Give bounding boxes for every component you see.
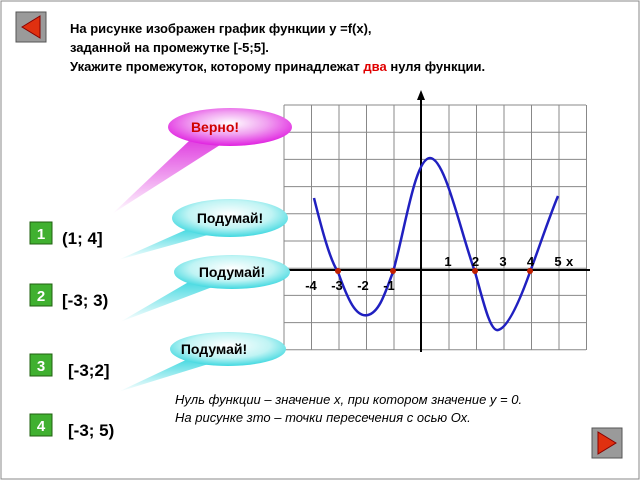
next-button[interactable]: [591, 427, 623, 459]
x-axis-name: x: [566, 254, 574, 269]
option-text: (1; 4]: [62, 229, 103, 248]
x-tick-label: -4: [305, 278, 317, 293]
feedback-bubble: [170, 332, 286, 366]
option-number: 3: [37, 358, 45, 375]
answer-option[interactable]: 4 [-3; 5): [29, 413, 114, 440]
feedback-text: Подумай!: [181, 341, 247, 357]
answer-option[interactable]: 3 [-3;2]: [29, 353, 110, 380]
option-text: [-3; 3): [62, 291, 108, 310]
option-number: 1: [37, 226, 45, 243]
feedback-bubble: [172, 199, 288, 237]
bubble-tail: [112, 140, 220, 214]
answer-option[interactable]: 1 (1; 4]: [29, 221, 103, 248]
note-line: На рисунке зто – точки пересечения с ось…: [175, 410, 471, 425]
back-button[interactable]: [15, 11, 47, 43]
option-text: [-3; 5): [68, 421, 114, 440]
bubble-tail: [118, 358, 215, 392]
feedback-bubble: [174, 255, 290, 289]
y-axis-arrow: [417, 90, 425, 100]
option-number-box: [29, 283, 53, 307]
x-tick-label: 5: [554, 254, 561, 269]
x-tick-label: 4: [527, 254, 535, 269]
question-line: заданной на промежутке [-5;5].: [70, 40, 269, 55]
option-number: 2: [37, 288, 45, 305]
question-text: нуля функции.: [390, 59, 485, 74]
x-tick-label: 3: [499, 254, 506, 269]
question-highlight: два: [363, 59, 387, 74]
option-number-box: [29, 413, 53, 437]
x-tick-label: -1: [383, 278, 395, 293]
question-line: Укажите промежуток, которому принадлежат…: [70, 59, 485, 74]
feedback-bubble: [168, 108, 292, 146]
x-tick-label: 2: [472, 254, 479, 269]
option-number-box: [29, 353, 53, 377]
option-text: [-3;2]: [68, 361, 110, 380]
x-tick-label: -3: [331, 278, 343, 293]
question-text: Укажите промежуток, которому принадлежат: [70, 59, 360, 74]
feedback-text: Подумай!: [199, 264, 265, 280]
function-curve: [312, 156, 560, 332]
bubble-tail: [120, 280, 215, 322]
note-line: Нуль функции – значение х, при котором з…: [175, 392, 522, 407]
option-number: 4: [37, 418, 46, 435]
zero-points: [335, 268, 533, 274]
question-line: На рисунке изображен график функции y =f…: [70, 21, 372, 36]
x-tick-label: -2: [357, 278, 369, 293]
x-tick-label: 1: [444, 254, 451, 269]
bubble-tail: [118, 228, 215, 260]
feedback-text: Верно!: [191, 119, 239, 135]
answer-option[interactable]: 2 [-3; 3): [29, 283, 108, 310]
feedback-text: Подумай!: [197, 210, 263, 226]
option-number-box: [29, 221, 53, 245]
